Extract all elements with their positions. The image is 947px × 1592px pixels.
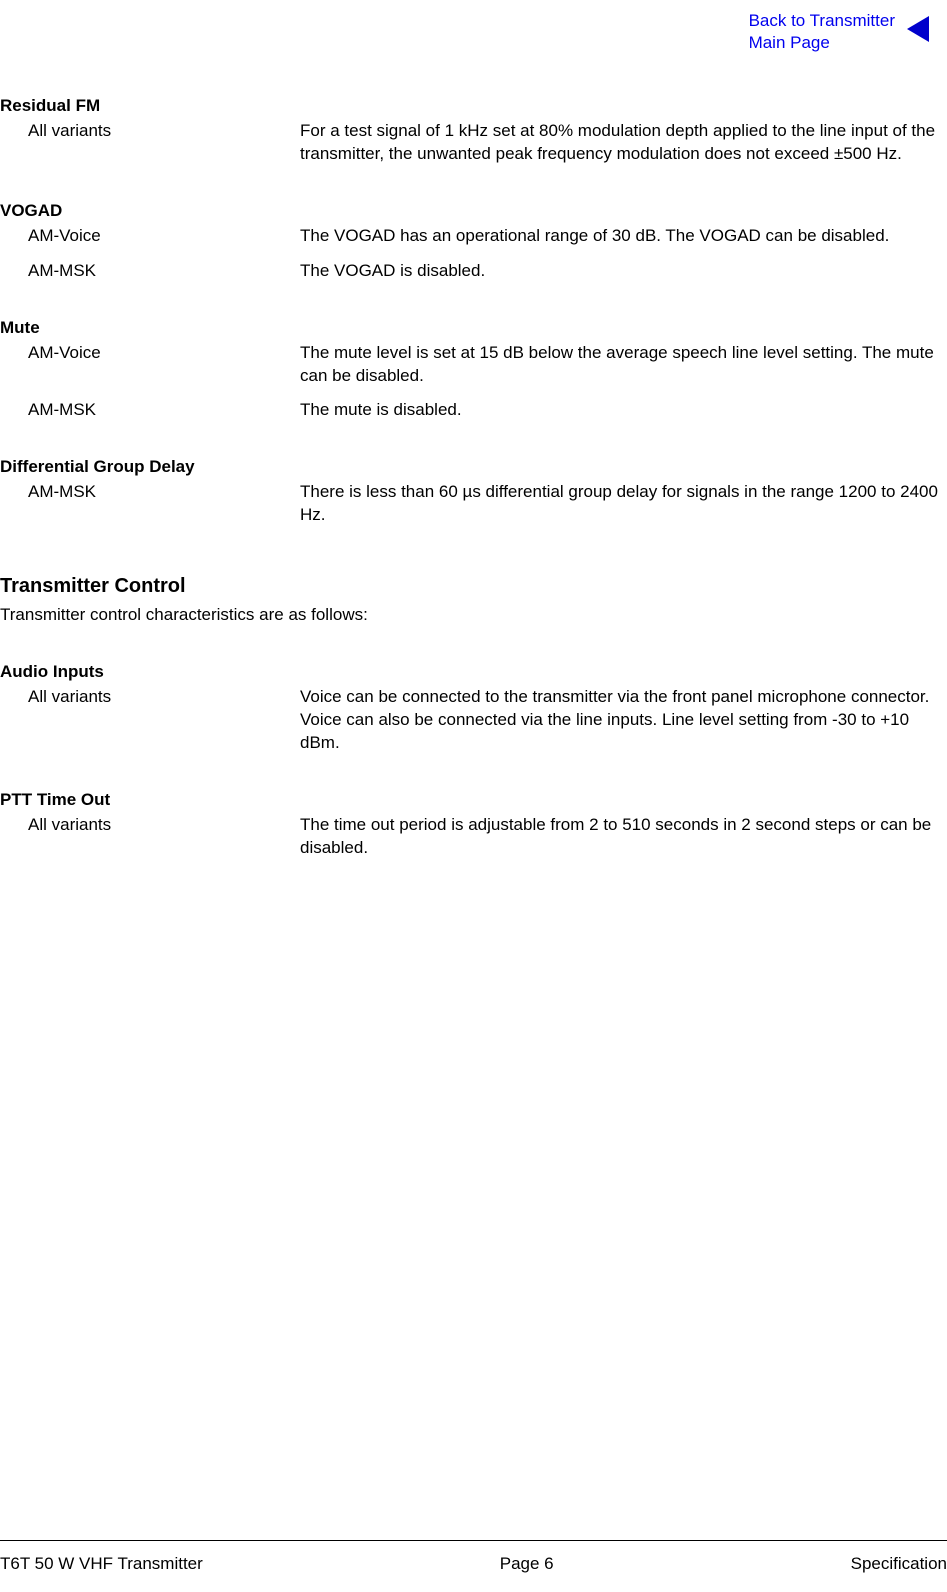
spec-row: AM-MSK The VOGAD is disabled. [0, 260, 947, 283]
spec-row: All variants The time out period is adju… [0, 814, 947, 860]
spec-value: The time out period is adjustable from 2… [300, 814, 947, 860]
spec-label: All variants [0, 686, 300, 709]
spec-label: AM-MSK [0, 481, 300, 504]
section-title-audio-inputs: Audio Inputs [0, 661, 947, 684]
heading-transmitter-control: Transmitter Control [0, 573, 947, 600]
spec-row: AM-Voice The VOGAD has an operational ra… [0, 225, 947, 248]
spec-value: The VOGAD is disabled. [300, 260, 947, 283]
spec-value: The mute is disabled. [300, 399, 947, 422]
spec-row: AM-MSK The mute is disabled. [0, 399, 947, 422]
section-title-vogad: VOGAD [0, 200, 947, 223]
spec-label: All variants [0, 120, 300, 143]
spec-row: All variants For a test signal of 1 kHz … [0, 120, 947, 166]
section-title-diff-group-delay: Differential Group Delay [0, 456, 947, 479]
back-link[interactable]: Back to Transmitter Main Page [749, 10, 929, 54]
page-content: Residual FM All variants For a test sign… [0, 95, 947, 862]
spec-value: There is less than 60 µs differential gr… [300, 481, 947, 527]
footer-left: T6T 50 W VHF Transmitter [0, 1553, 203, 1576]
section-title-mute: Mute [0, 317, 947, 340]
heading-desc: Transmitter control characteristics are … [0, 604, 947, 627]
spec-label: AM-Voice [0, 342, 300, 365]
spec-label: AM-MSK [0, 399, 300, 422]
spec-value: The mute level is set at 15 dB below the… [300, 342, 947, 388]
spec-value: Voice can be connected to the transmitte… [300, 686, 947, 755]
spec-row: All variants Voice can be connected to t… [0, 686, 947, 755]
spec-row: AM-Voice The mute level is set at 15 dB … [0, 342, 947, 388]
footer-right: Specification [851, 1553, 947, 1576]
spec-label: AM-Voice [0, 225, 300, 248]
back-link-line2: Main Page [749, 33, 830, 52]
spec-label: All variants [0, 814, 300, 837]
back-link-line1: Back to Transmitter [749, 11, 895, 30]
spec-value: For a test signal of 1 kHz set at 80% mo… [300, 120, 947, 166]
spec-row: AM-MSK There is less than 60 µs differen… [0, 481, 947, 527]
spec-label: AM-MSK [0, 260, 300, 283]
section-title-ptt-time-out: PTT Time Out [0, 789, 947, 812]
back-link-text: Back to Transmitter Main Page [749, 10, 895, 54]
spec-value: The VOGAD has an operational range of 30… [300, 225, 947, 248]
footer-center: Page 6 [500, 1553, 554, 1576]
section-title-residual-fm: Residual FM [0, 95, 947, 118]
page-footer: T6T 50 W VHF Transmitter Page 6 Specific… [0, 1540, 947, 1576]
back-arrow-icon [907, 16, 929, 49]
